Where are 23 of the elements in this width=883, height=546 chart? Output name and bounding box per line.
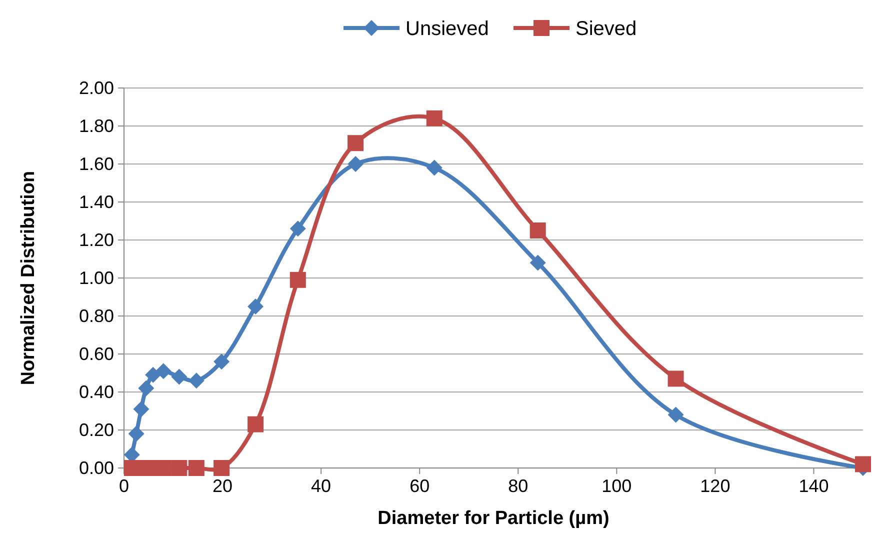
y-tick-label: 0.60 — [78, 344, 114, 364]
x-tick-label: 40 — [311, 476, 332, 496]
y-axis-title: Normalized Distribution — [18, 170, 39, 386]
y-tick-label: 1.40 — [78, 192, 114, 212]
legend-label: Sieved — [576, 18, 637, 40]
x-tick-label: 100 — [602, 476, 632, 496]
y-tick-label: 1.20 — [78, 230, 114, 250]
y-tick-label: 1.80 — [78, 116, 114, 136]
y-tick-label: 2.00 — [78, 78, 114, 98]
y-tick-label: 0.80 — [78, 306, 114, 326]
x-tick-label: 0 — [118, 476, 130, 496]
y-tick-label: 0.40 — [78, 382, 114, 402]
legend-label: Unsieved — [406, 18, 489, 40]
x-tick-label: 60 — [410, 476, 430, 496]
y-tick-label: 1.60 — [78, 154, 114, 174]
x-tick-label: 120 — [700, 476, 730, 496]
y-tick-label: 0.00 — [78, 458, 114, 478]
x-tick-label: 80 — [508, 476, 528, 496]
y-tick-label: 1.00 — [78, 268, 114, 288]
x-axis-title: Diameter for Particle (µm) — [378, 508, 610, 529]
x-tick-label: 20 — [212, 476, 233, 496]
y-tick-label: 0.20 — [78, 420, 114, 440]
x-tick-label: 140 — [798, 476, 829, 496]
